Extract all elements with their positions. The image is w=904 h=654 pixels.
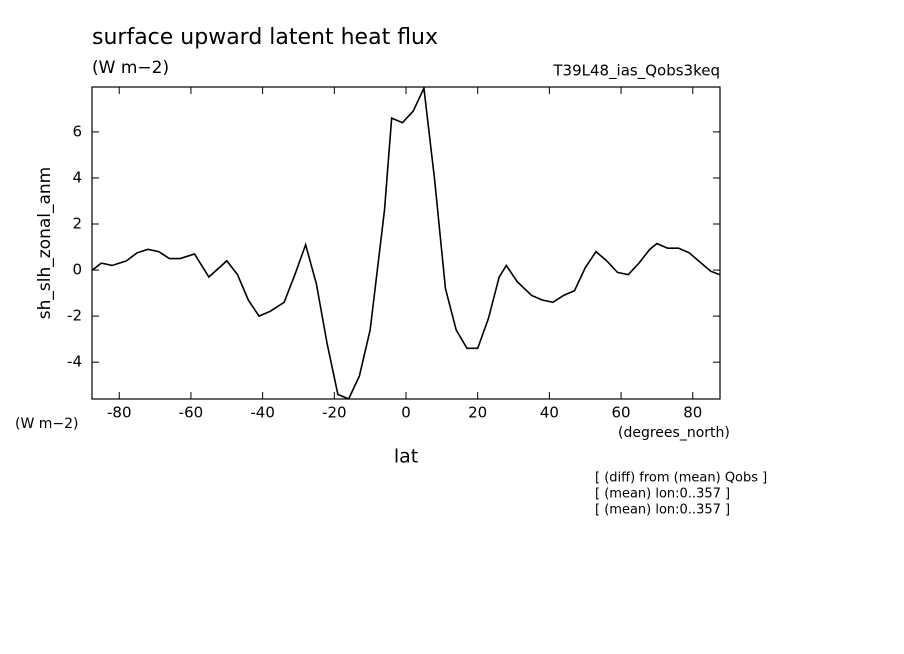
x-tick-label: -80 — [107, 404, 132, 422]
y-axis-label: sh_slh_zonal_anm — [35, 167, 55, 319]
y-units: (W m−2) — [15, 416, 79, 432]
x-tick-label: -20 — [322, 404, 347, 422]
y-tick-label: 6 — [72, 122, 82, 140]
data-line — [92, 87, 720, 399]
y-tick-label: -2 — [67, 307, 82, 325]
x-tick-label: 40 — [540, 404, 559, 422]
y-tick-label: 4 — [72, 168, 82, 186]
subtitle: (W m−2) — [92, 58, 169, 78]
x-units: (degrees_north) — [618, 425, 730, 441]
x-tick-label: -60 — [179, 404, 204, 422]
x-axis-label: lat — [394, 446, 418, 468]
x-tick-label: -40 — [250, 404, 275, 422]
x-tick-label: 20 — [468, 404, 487, 422]
x-tick-label: 80 — [683, 404, 702, 422]
note: [ (mean) lon:0..357 ] — [595, 487, 730, 502]
x-tick-label: 0 — [401, 404, 411, 422]
chart-title: surface upward latent heat flux — [92, 25, 438, 50]
y-tick-label: -4 — [67, 353, 82, 371]
note: [ (mean) lon:0..357 ] — [595, 503, 730, 518]
plot-frame — [91, 86, 721, 400]
x-tick-label: 60 — [612, 404, 631, 422]
y-tick-label: 0 — [72, 261, 82, 279]
note: [ (diff) from (mean) Qobs ] — [595, 471, 767, 486]
run-label: T39L48_ias_Qobs3keq — [552, 62, 720, 81]
y-tick-label: 2 — [72, 215, 82, 233]
